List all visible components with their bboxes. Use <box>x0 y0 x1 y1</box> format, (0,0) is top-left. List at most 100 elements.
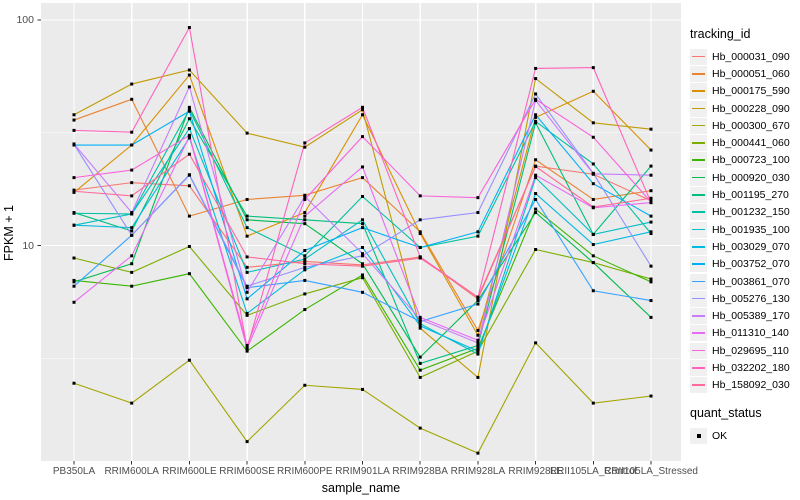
series-color-swatch <box>692 349 705 352</box>
legend-title-quant-status: quant_status <box>690 405 762 420</box>
legend-key-line-icon <box>690 204 707 221</box>
legend-item-label: Hb_000920_030 <box>712 171 790 184</box>
series-color-swatch <box>692 194 705 196</box>
legend-item: Hb_001195_270 <box>690 186 798 204</box>
legend-title-tracking-id: tracking_id <box>690 27 751 41</box>
legend-item-label: Hb_029695_110 <box>712 344 789 357</box>
ok-point-marker <box>696 433 701 438</box>
legend-item: Hb_158092_030 <box>690 377 798 394</box>
legend-item: Hb_029695_110 <box>690 342 798 359</box>
legend-item: Hb_000175_590 <box>690 83 798 100</box>
x-tick-label: RRIM928LE <box>508 466 563 477</box>
series-color-swatch <box>692 124 705 127</box>
series-color-swatch <box>692 263 705 265</box>
series-color-swatch <box>692 384 705 386</box>
legend-item-label: Hb_158092_030 <box>712 379 790 392</box>
legend-item: Hb_001935_100 <box>690 221 798 238</box>
series-color-swatch <box>692 315 705 317</box>
legend-item: Hb_005276_130 <box>690 290 798 307</box>
legend-item: Hb_000228_090 <box>690 100 798 117</box>
legend-item-label: Hb_003029_070 <box>712 240 790 253</box>
legend-item-label: Hb_001232_150 <box>712 206 790 219</box>
legend-item: Hb_000031_090 <box>690 48 798 65</box>
legend: tracking_id Hb_000031_090 Hb_000051_060 Hb… <box>690 27 798 444</box>
legend-item-label: Hb_000031_090 <box>712 50 790 63</box>
series-color-swatch <box>692 211 705 213</box>
series-color-swatch <box>692 366 705 369</box>
legend-item-label: Hb_000051_060 <box>712 67 790 80</box>
axis-tick-marks <box>37 19 652 465</box>
y-tick-label: 10 <box>22 239 34 252</box>
legend-quant-section: quant_status OK <box>690 406 798 444</box>
legend-item-label: Hb_003752_070 <box>712 258 790 271</box>
x-tick-label: RRIM600SE <box>219 466 275 477</box>
panel-background <box>41 3 681 461</box>
legend-item: Hb_000920_030 <box>690 169 798 186</box>
legend-key-line-icon <box>690 152 707 169</box>
series-color-swatch <box>692 142 705 144</box>
series-color-swatch <box>692 90 705 92</box>
legend-key-line-icon <box>690 65 707 82</box>
series-color-swatch <box>692 72 705 75</box>
legend-key-line-icon <box>690 359 707 376</box>
x-tick-label: RRIM928BA <box>392 466 448 477</box>
legend-item: Hb_032202_180 <box>690 359 798 376</box>
series-color-swatch <box>692 245 705 248</box>
legend-item-label: Hb_001935_100 <box>712 223 790 236</box>
legend-item-label: Hb_003861_070 <box>712 275 790 288</box>
legend-item: OK <box>690 427 798 444</box>
x-tick-label: RRIM600LA <box>104 466 159 477</box>
legend-item: Hb_003752_070 <box>690 256 798 273</box>
series-color-swatch <box>692 228 705 231</box>
series-color-swatch <box>692 107 705 110</box>
legend-key-line-icon <box>690 273 707 290</box>
legend-item-label: Hb_001195_270 <box>712 189 789 202</box>
legend-key-line-icon <box>690 48 707 65</box>
x-tick-label: PB350LA <box>52 466 96 477</box>
legend-tracking-entries: Hb_000031_090 Hb_000051_060 Hb_000175_590 H… <box>690 48 798 394</box>
y-axis-title: FPKM + 1 <box>2 205 16 261</box>
legend-key-line-icon <box>690 100 707 117</box>
legend-key-line-icon <box>690 377 707 394</box>
legend-key-line-icon <box>690 135 707 152</box>
legend-item-label: Hb_005389_170 <box>712 310 790 323</box>
x-tick-label: RRIM600PE <box>277 466 333 477</box>
x-tick-label: RRIM928LA <box>450 466 506 477</box>
series-color-swatch <box>692 55 705 58</box>
legend-key-line-icon <box>690 256 707 273</box>
series-color-swatch <box>692 280 705 283</box>
x-tick-label: RRII105LA_Control <box>549 466 637 477</box>
legend-item-label: Hb_032202_180 <box>712 361 790 374</box>
data-point-markers <box>72 26 653 455</box>
legend-quant-entries: OK <box>690 427 798 444</box>
legend-item-label: Hb_000228_090 <box>712 102 790 115</box>
legend-item: Hb_005389_170 <box>690 307 798 325</box>
legend-item: Hb_000300_670 <box>690 117 798 134</box>
legend-item-label: Hb_011310_140 <box>712 327 789 340</box>
legend-key-line-icon <box>690 83 707 100</box>
series-color-swatch <box>692 176 705 179</box>
x-tick-label: RRIM901LA <box>335 466 390 477</box>
legend-item: Hb_011310_140 <box>690 325 798 342</box>
legend-key-line-icon <box>690 117 707 134</box>
y-tick-label: 100 <box>16 14 34 26</box>
legend-item: Hb_003029_070 <box>690 238 798 255</box>
legend-key-line-icon <box>690 169 707 186</box>
legend-item-label: Hb_005276_130 <box>712 292 790 305</box>
legend-item-label: Hb_000441_060 <box>712 137 790 150</box>
x-tick-label: RRII105LA_Stressed <box>604 466 698 477</box>
legend-key-point-icon <box>690 427 707 444</box>
legend-item-label: Hb_000723_100 <box>712 154 790 167</box>
legend-item-label: Hb_000300_670 <box>712 119 790 132</box>
legend-key-line-icon <box>690 238 707 255</box>
legend-item: Hb_000441_060 <box>690 134 798 152</box>
x-axis-title: sample_name <box>321 481 401 495</box>
legend-item: Hb_000051_060 <box>690 65 798 82</box>
legend-key-line-icon <box>690 290 707 307</box>
legend-key-line-icon <box>690 187 707 204</box>
series-color-swatch <box>692 297 705 300</box>
legend-key-line-icon <box>690 342 707 359</box>
series-color-swatch <box>692 159 705 162</box>
